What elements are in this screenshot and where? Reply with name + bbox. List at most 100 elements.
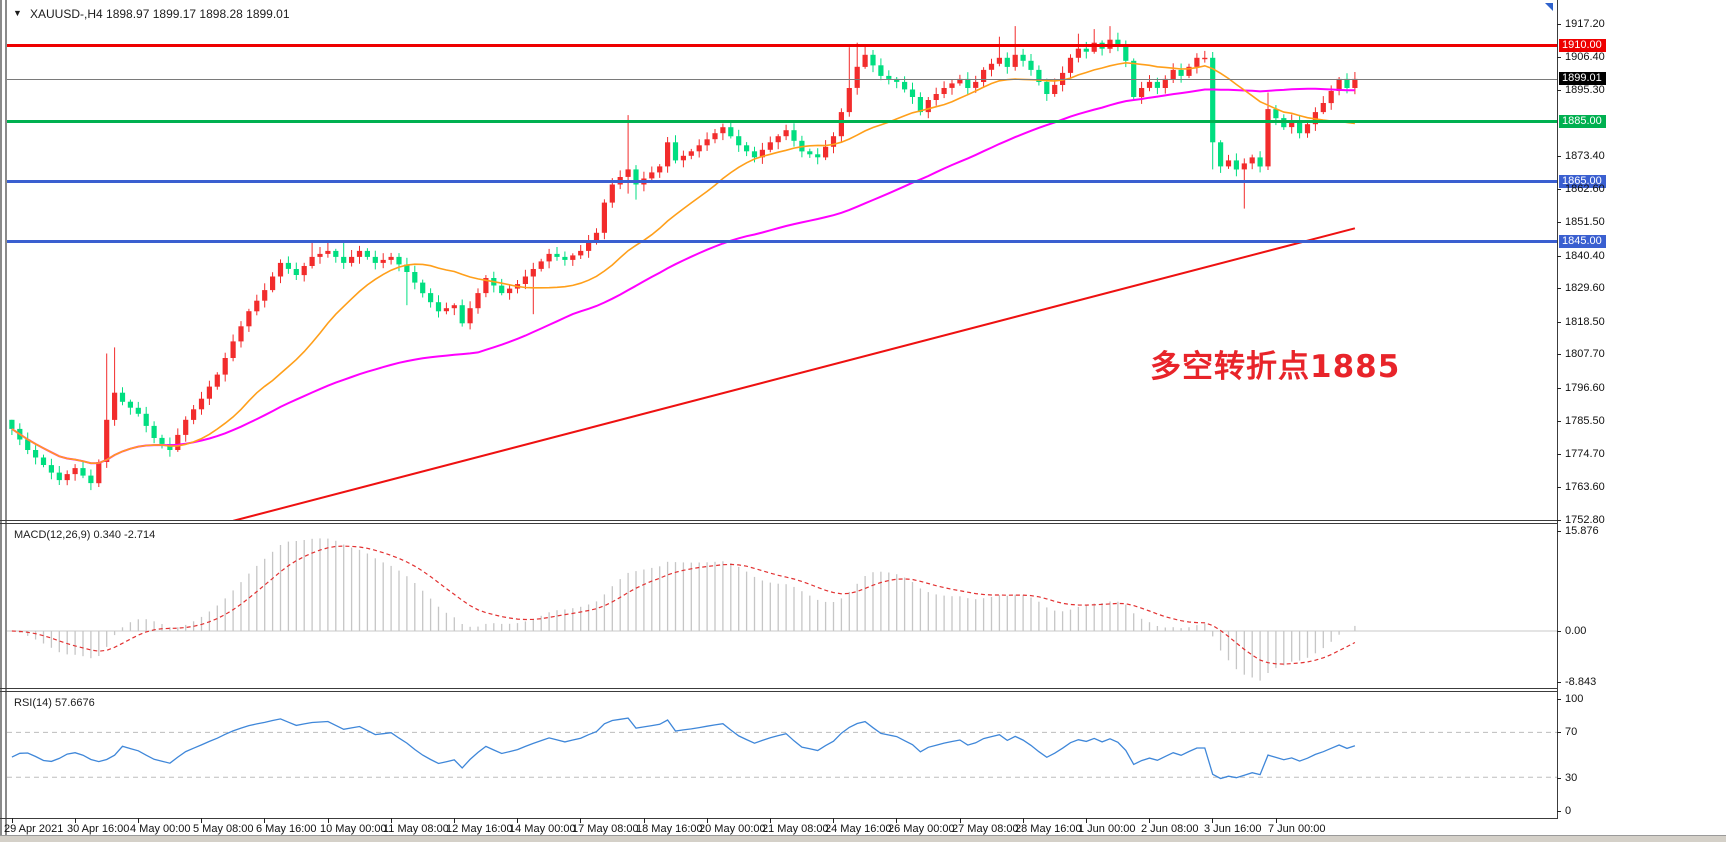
time-axis-label: 5 May 08:00	[193, 823, 254, 835]
axis-tick	[1557, 90, 1561, 91]
time-axis-label: 3 Jun 16:00	[1204, 823, 1262, 835]
time-axis-label: 20 May 00:00	[699, 823, 766, 835]
macd-axis-label: -8.843	[1565, 676, 1597, 688]
time-axis-tick	[1086, 818, 1087, 823]
time-axis-tick	[833, 818, 834, 823]
price-axis-label: 1774.70	[1565, 448, 1605, 460]
time-axis-tick	[454, 818, 455, 823]
axis-tick	[1557, 388, 1561, 389]
price-axis-label: 1851.50	[1565, 216, 1605, 228]
axis-tick	[1557, 732, 1561, 733]
scroll-to-end-icon[interactable]	[1545, 3, 1553, 11]
time-axis-label: 18 May 16:00	[636, 823, 703, 835]
price-badge-1885: 1885.00	[1559, 114, 1606, 128]
rsi-indicator-label: RSI(14) 57.6676	[14, 697, 95, 709]
symbol-dropdown-icon[interactable]: ▼	[13, 8, 22, 18]
axis-tick	[1557, 682, 1561, 683]
time-axis-tick	[391, 818, 392, 823]
rsi-axis-label: 100	[1565, 693, 1584, 705]
time-axis-tick	[1212, 818, 1213, 823]
bottom-status-bar	[0, 835, 1726, 842]
main-chart-canvas[interactable]	[7, 0, 1557, 520]
price-axis-label: 1818.50	[1565, 316, 1605, 328]
price-axis-label: 1807.70	[1565, 348, 1605, 360]
axis-tick	[1557, 57, 1561, 58]
price-badge-1845: 1845.00	[1559, 235, 1606, 249]
time-axis-label: 14 May 00:00	[509, 823, 576, 835]
time-axis-tick	[896, 818, 897, 823]
axis-tick	[1557, 256, 1561, 257]
time-axis-tick	[580, 818, 581, 823]
price-axis-label: 1906.40	[1565, 51, 1605, 63]
time-axis-tick	[138, 818, 139, 823]
time-axis-label: 30 Apr 16:00	[67, 823, 130, 835]
time-axis-tick	[201, 818, 202, 823]
time-axis-tick	[264, 818, 265, 823]
axis-tick	[1557, 778, 1561, 779]
time-axis-tick	[770, 818, 771, 823]
time-axis-tick	[75, 818, 76, 823]
support-line-1865[interactable]	[7, 180, 1557, 183]
axis-tick	[1557, 354, 1561, 355]
price-axis-label: 1785.50	[1565, 415, 1605, 427]
time-axis-label: 24 May 16:00	[825, 823, 892, 835]
time-axis-tick	[644, 818, 645, 823]
window-left-border-inner	[5, 0, 7, 836]
rsi-axis-label: 70	[1565, 726, 1578, 738]
time-axis-tick	[328, 818, 329, 823]
rsi-splitter[interactable]	[0, 688, 1558, 689]
time-axis-label: 11 May 08:00	[383, 823, 449, 835]
axis-tick	[1557, 288, 1561, 289]
axis-tick	[1557, 24, 1561, 25]
time-axis-label: 26 May 00:00	[888, 823, 955, 835]
rsi-axis-label: 0	[1565, 805, 1572, 817]
price-axis-label: 1873.40	[1565, 150, 1605, 162]
current-price-line	[7, 78, 1557, 80]
price-badge-1910: 1910.00	[1559, 39, 1606, 53]
time-axis-label: 29 Apr 2021	[4, 823, 64, 835]
rsi-axis-label: 30	[1565, 772, 1578, 784]
axis-tick	[1557, 531, 1561, 532]
price-badge-1865: 1865.00	[1559, 175, 1606, 188]
time-axis-label: 7 Jun 00:00	[1268, 823, 1326, 835]
time-axis-label: 17 May 08:00	[572, 823, 639, 835]
axis-tick	[1557, 222, 1561, 223]
annotation-text: 多空转折点1885	[1150, 349, 1401, 385]
chart-title-ohlc[interactable]: XAUUSD-,H4 1898.97 1899.17 1898.28 1899.…	[30, 7, 290, 21]
time-axis-tick	[12, 818, 13, 823]
time-axis-tick	[1149, 818, 1150, 823]
axis-tick	[1557, 421, 1561, 422]
time-axis-tick	[1023, 818, 1024, 823]
macd-axis-label: 15.876	[1565, 525, 1599, 537]
price-axis-label: 1917.20	[1565, 18, 1605, 30]
price-axis-label: 1862.60	[1565, 183, 1605, 195]
axis-tick	[1557, 487, 1561, 488]
time-axis-label: 2 Jun 08:00	[1141, 823, 1199, 835]
rsi-canvas[interactable]	[7, 692, 1557, 818]
price-axis-label: 1840.40	[1565, 250, 1605, 262]
macd-axis-label: 0.00	[1565, 625, 1587, 637]
axis-tick	[1557, 189, 1561, 190]
price-axis-line	[1557, 0, 1558, 818]
macd-splitter[interactable]	[0, 520, 1558, 521]
time-axis-label: 1 Jun 00:00	[1078, 823, 1136, 835]
time-axis[interactable]: 29 Apr 2021 30 Apr 16:00 4 May 00:00 5 May …	[0, 818, 1558, 835]
axis-tick	[1557, 454, 1561, 455]
axis-tick	[1557, 811, 1561, 812]
macd-canvas[interactable]	[7, 524, 1557, 688]
window-left-border	[0, 0, 2, 836]
time-axis-label: 4 May 00:00	[130, 823, 191, 835]
time-axis-tick	[517, 818, 518, 823]
time-axis-tick	[960, 818, 961, 823]
pivot-line-1885[interactable]	[7, 119, 1557, 123]
axis-tick	[1557, 156, 1561, 157]
macd-indicator-label: MACD(12,26,9) 0.340 -2.714	[14, 529, 156, 541]
axis-tick	[1557, 322, 1561, 323]
rsi-splitter-line2	[0, 691, 1558, 692]
price-axis-label: 1829.60	[1565, 282, 1605, 294]
time-axis-border	[0, 818, 1558, 819]
support-line-1845[interactable]	[7, 240, 1557, 244]
axis-tick	[1557, 699, 1561, 700]
time-axis-tick	[707, 818, 708, 823]
resistance-line-1910[interactable]	[7, 44, 1557, 48]
